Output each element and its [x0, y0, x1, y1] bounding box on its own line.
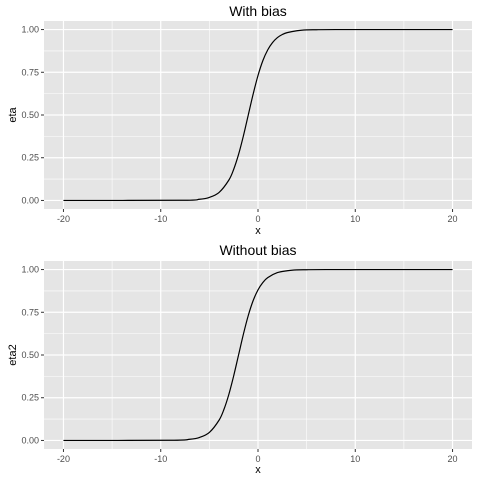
y-tick-label: 0.50	[21, 350, 39, 360]
y-tick-label: 0.00	[21, 195, 39, 205]
x-tick-label: -10	[154, 214, 167, 224]
chart-with-bias: With bias x eta -20 -10 0 10 20 0.00 0.25 0.50 0…	[7, 3, 472, 237]
y-tick-label: 1.00	[21, 25, 39, 35]
x-tick-label: -10	[154, 454, 167, 464]
x-axis-label: x	[255, 464, 261, 476]
x-tick-label: 20	[448, 454, 458, 464]
x-axis-label: x	[255, 225, 261, 237]
grid-lines	[44, 21, 472, 209]
y-axis-label: eta	[7, 106, 19, 122]
x-tick-label: 0	[255, 454, 260, 464]
x-tick-label: -20	[57, 214, 70, 224]
y-tick-label: 0.75	[21, 307, 39, 317]
chart-title: With bias	[229, 3, 287, 19]
y-axis-label: eta2	[7, 344, 19, 365]
y-tick-label: 1.00	[21, 265, 39, 275]
chart-title: Without bias	[219, 242, 296, 258]
y-tick-label: 0.00	[21, 435, 39, 445]
y-tick-label: 0.50	[21, 110, 39, 120]
chart-without-bias: Without bias x eta2 -20 -10 0 10 20 0.00 0.25 0…	[7, 242, 472, 476]
x-tick-label: 10	[350, 454, 360, 464]
x-tick-label: -20	[57, 454, 70, 464]
x-tick-label: 20	[448, 214, 458, 224]
y-tick-label: 0.75	[21, 67, 39, 77]
y-tick-label: 0.25	[21, 153, 39, 163]
y-tick-label: 0.25	[21, 393, 39, 403]
grid-lines	[44, 261, 472, 449]
sigmoid-series-line	[63, 268, 453, 442]
sigmoid-series-line	[63, 28, 453, 202]
x-tick-label: 10	[350, 214, 360, 224]
x-tick-label: 0	[255, 214, 260, 224]
